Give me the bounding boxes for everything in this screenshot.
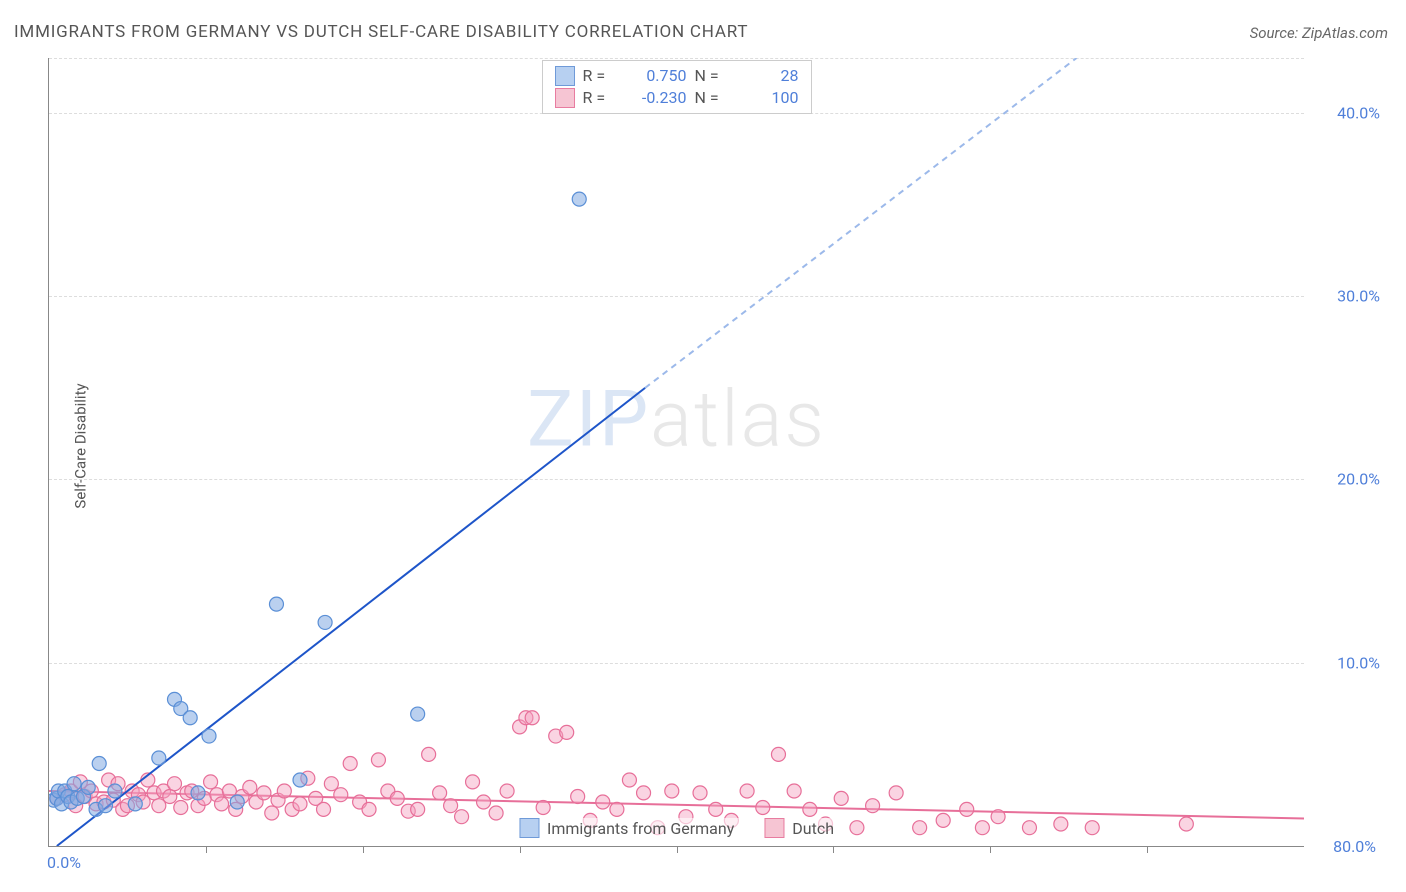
y-tick-label: 20.0% — [1310, 470, 1380, 489]
legend-swatch-pink — [555, 88, 575, 108]
legend-item-germany: Immigrants from Germany — [519, 818, 734, 838]
legend-n-value-0: 28 — [737, 65, 799, 87]
y-tick-label: 30.0% — [1310, 287, 1380, 306]
legend-label-dutch: Dutch — [792, 819, 834, 838]
x-tick — [363, 846, 364, 853]
legend-r-value-0: 0.750 — [625, 65, 687, 87]
x-tick — [990, 846, 991, 853]
source-attribution: Source: ZipAtlas.com — [1250, 24, 1388, 42]
legend-item-dutch: Dutch — [764, 818, 834, 838]
y-tick-label: 10.0% — [1310, 653, 1380, 672]
legend-swatch-pink — [764, 818, 784, 838]
series-legend: Immigrants from Germany Dutch — [515, 818, 838, 838]
x-tick-label: 80.0% — [1333, 837, 1376, 856]
legend-n-value-1: 100 — [737, 87, 799, 109]
x-tick — [833, 846, 834, 853]
x-tick-label: 0.0% — [47, 853, 81, 872]
legend-row-pink: R = -0.230 N = 100 — [555, 87, 799, 109]
legend-label-germany: Immigrants from Germany — [547, 819, 734, 838]
scatter-svg — [49, 58, 1304, 846]
y-tick-label: 40.0% — [1310, 103, 1380, 122]
x-tick — [677, 846, 678, 853]
plot-area: ZIPatlas R = 0.750 N = 28 R = -0.230 N =… — [48, 58, 1304, 847]
legend-row-blue: R = 0.750 N = 28 — [555, 65, 799, 87]
x-tick — [520, 846, 521, 853]
legend-n-label: N = — [695, 87, 729, 109]
legend-r-label: R = — [583, 65, 617, 87]
legend-swatch-blue — [519, 818, 539, 838]
legend-swatch-blue — [555, 66, 575, 86]
chart-title: IMMIGRANTS FROM GERMANY VS DUTCH SELF-CA… — [14, 22, 748, 42]
legend-r-value-1: -0.230 — [625, 87, 687, 109]
x-tick — [1147, 846, 1148, 853]
correlation-legend: R = 0.750 N = 28 R = -0.230 N = 100 — [542, 60, 812, 114]
legend-r-label: R = — [583, 87, 617, 109]
legend-n-label: N = — [695, 65, 729, 87]
x-tick — [206, 846, 207, 853]
